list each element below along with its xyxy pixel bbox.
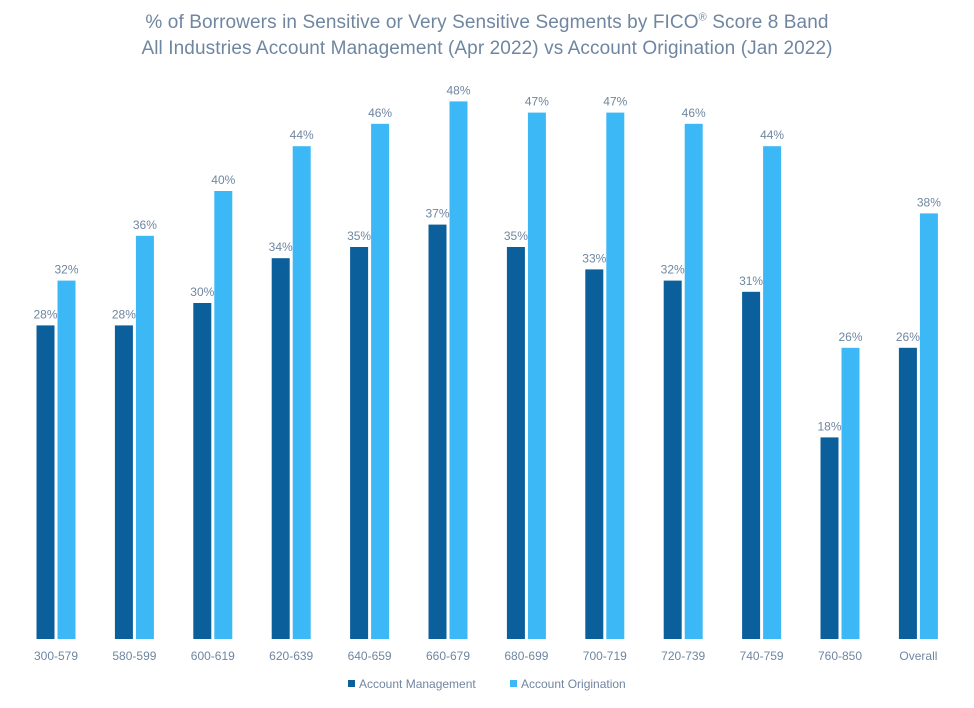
bar-account-management-700-719 [585, 269, 604, 639]
x-tick-label: 600-619 [191, 649, 235, 663]
data-label: 40% [211, 173, 235, 187]
x-tick-group: 300-579 580-599 600-619 620-639 640-659 660-6… [34, 649, 937, 663]
legend-item-account-origination: Account Origination [510, 677, 626, 691]
data-label: 26% [838, 330, 862, 344]
chart-title: % of Borrowers in Sensitive or Very Sens… [0, 12, 974, 34]
legend-label: Account Origination [521, 677, 626, 691]
x-tick-label: 760-850 [818, 649, 862, 663]
bar-account-origination-680-699 [527, 112, 546, 640]
bar-account-management-720-739 [663, 280, 682, 639]
x-tick-label: 660-679 [426, 649, 470, 663]
bar-account-management-overall [898, 347, 917, 639]
bar-account-origination-620-639 [292, 146, 311, 639]
chart-title-superscript: ® [698, 11, 707, 24]
data-label: 26% [896, 330, 920, 344]
x-tick-label: 720-739 [661, 649, 705, 663]
data-label: 46% [368, 106, 392, 120]
data-label: 30% [190, 285, 214, 299]
legend-swatch [510, 680, 517, 687]
data-label: 18% [817, 419, 841, 433]
x-tick-label: 580-599 [112, 649, 156, 663]
bar-account-origination-580-599 [135, 235, 154, 640]
bar-account-origination-640-659 [371, 123, 390, 640]
data-label: 28% [33, 307, 57, 321]
data-label: 31% [739, 274, 763, 288]
data-label: 35% [504, 229, 528, 243]
bar-group [36, 101, 938, 640]
data-label: 47% [525, 95, 549, 109]
bar-account-management-600-619 [193, 303, 212, 639]
bar-account-origination-660-679 [449, 101, 468, 639]
bar-account-management-680-699 [506, 247, 525, 639]
bar-account-origination-700-719 [606, 112, 625, 640]
legend-label: Account Management [359, 677, 476, 691]
data-label: 44% [290, 128, 314, 142]
legend-item-account-management: Account Management [348, 677, 476, 691]
bar-account-origination-720-739 [684, 123, 703, 640]
chart-title-text: % of Borrowers in Sensitive or Very Sens… [145, 12, 699, 33]
data-label: 38% [917, 195, 941, 209]
data-label: 33% [582, 251, 606, 265]
data-label: 44% [760, 128, 784, 142]
x-tick-label: 620-639 [269, 649, 313, 663]
bar-account-management-300-579 [36, 325, 55, 639]
chart-title-suffix: Score 8 Band [706, 12, 829, 33]
bar-account-management-760-850 [820, 437, 839, 639]
bar-account-origination-300-579 [57, 280, 76, 639]
data-label: 47% [603, 95, 627, 109]
x-tick-label: Overall [899, 649, 937, 663]
data-label: 48% [446, 83, 470, 97]
x-tick-label: 740-759 [740, 649, 784, 663]
legend-swatch [348, 680, 355, 687]
bar-account-management-660-679 [428, 224, 447, 639]
data-label-group: 28% 32% 28% 36% 30% 40% 34% 44% 35% 46% 37% 48% 35% 4… [33, 83, 941, 433]
bar-account-origination-600-619 [214, 191, 233, 639]
data-label: 37% [425, 207, 449, 221]
bar-account-management-640-659 [350, 247, 369, 639]
x-tick-label: 680-699 [504, 649, 548, 663]
data-label: 35% [347, 229, 371, 243]
x-tick-label: 300-579 [34, 649, 78, 663]
bar-account-management-580-599 [114, 325, 133, 639]
x-tick-label: 700-719 [583, 649, 627, 663]
bar-account-origination-740-759 [763, 146, 782, 639]
data-label: 34% [269, 240, 293, 254]
bar-account-management-740-759 [742, 291, 761, 639]
x-tick-label: 640-659 [348, 649, 392, 663]
data-label: 46% [682, 106, 706, 120]
bar-account-origination-760-850 [841, 347, 860, 639]
data-label: 32% [54, 263, 78, 277]
data-label: 36% [133, 218, 157, 232]
data-label: 32% [661, 263, 685, 277]
legend: Account Management Account Origination [348, 677, 626, 691]
bar-account-management-620-639 [271, 258, 290, 639]
chart-subtitle: All Industries Account Management (Apr 2… [141, 38, 833, 59]
data-label: 28% [112, 307, 136, 321]
bar-account-origination-overall [919, 213, 938, 639]
